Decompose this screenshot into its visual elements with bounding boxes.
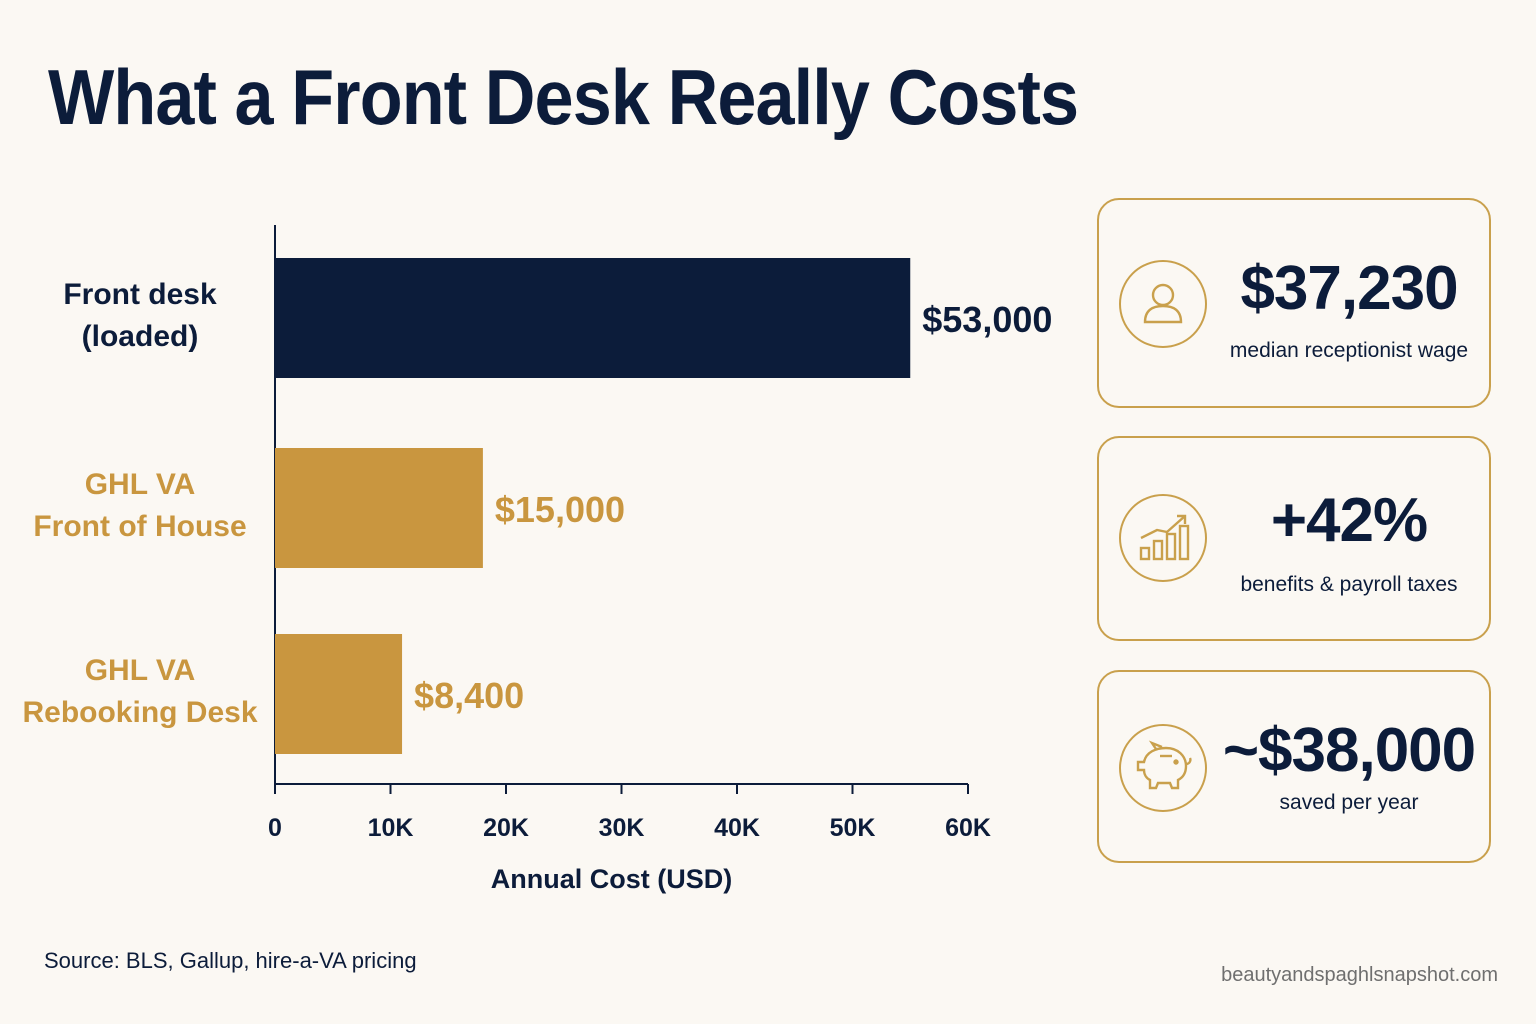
category-label: (loaded) (82, 320, 199, 353)
stat-card-wage: $37,230 median receptionist wage (1097, 198, 1491, 408)
stat-card-savings: ~$38,000 saved per year (1097, 670, 1491, 863)
website-link[interactable]: beautyandspaghlsnapshot.com (1221, 964, 1498, 986)
x-tick-label: 60K (945, 814, 991, 842)
category-label: Rebooking Desk (22, 696, 257, 729)
x-tick-label: 30K (599, 814, 645, 842)
chart-title: What a Front Desk Really Costs (48, 53, 1079, 141)
category-label: Front of House (33, 510, 246, 543)
source-note: Source: BLS, Gallup, hire-a-VA pricing (44, 948, 417, 973)
data-label: $8,400 (414, 675, 524, 716)
stat-card-benefits: +42% benefits & payroll taxes (1097, 436, 1491, 641)
data-label: $53,000 (922, 299, 1052, 340)
stat-label: median receptionist wage (1229, 339, 1469, 362)
x-tick-label: 50K (830, 814, 876, 842)
x-tick-label: 40K (714, 814, 760, 842)
category-label: GHL VA (85, 468, 196, 501)
x-tick-label: 10K (368, 814, 414, 842)
stat-label: benefits & payroll taxes (1240, 573, 1458, 596)
stat-label: saved per year (1279, 791, 1419, 814)
x-axis-title: Annual Cost (USD) (491, 864, 732, 894)
piggy-bank-icon (1119, 724, 1207, 812)
x-tick-label: 0 (268, 814, 282, 842)
bar-chart: 0 10K 20K 30K 40K 50K 60K Annual Cost (USD) $53,… (22, 225, 1052, 894)
growth-chart-icon (1119, 494, 1207, 582)
category-label: Front desk (63, 278, 217, 311)
bar (275, 634, 403, 754)
stat-value: $37,230 (1240, 254, 1458, 323)
x-tick-label: 20K (483, 814, 529, 842)
stat-value: ~$38,000 (1222, 716, 1476, 785)
data-label: $15,000 (495, 489, 625, 530)
bar (275, 448, 483, 568)
bar (275, 258, 911, 378)
stat-value: +42% (1270, 486, 1428, 555)
person-icon (1119, 260, 1207, 348)
category-label: GHL VA (85, 654, 196, 687)
